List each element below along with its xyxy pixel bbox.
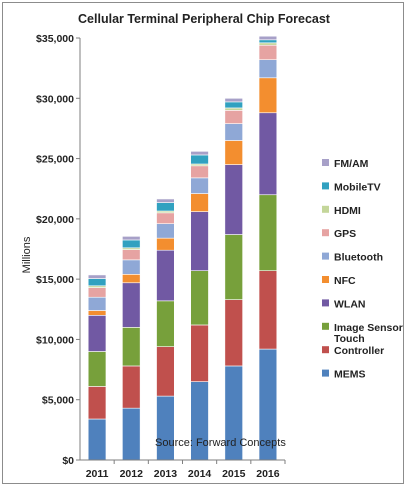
bar-segment-gps bbox=[156, 212, 175, 224]
bar-segment-wlan bbox=[87, 315, 107, 352]
x-tick-label: 2013 bbox=[154, 468, 178, 480]
bar-segment-nfc bbox=[224, 140, 243, 165]
bar-segment-mems bbox=[122, 407, 141, 461]
y-tick-label: $20,000 bbox=[36, 214, 74, 226]
y-tick-label: $5,000 bbox=[42, 395, 74, 407]
bar-segment-wlan bbox=[224, 164, 243, 235]
legend: FM/AM MobileTV HDMI GPS Bluetooth NFC WLAN Imag… bbox=[322, 158, 403, 381]
chart-title: Cellular Terminal Peripheral Chip Foreca… bbox=[78, 12, 330, 26]
bar-segment-bluetooth bbox=[156, 223, 175, 239]
bar-segment-fm-am bbox=[122, 236, 141, 241]
bar-segment-image-sensor bbox=[87, 351, 107, 387]
bar-segment-nfc bbox=[258, 77, 278, 114]
x-tick-label: 2014 bbox=[188, 468, 212, 480]
bar-segment-bluetooth bbox=[190, 177, 209, 194]
y-axis: $0 $5,000 $10,000 $15,000 $20,000 $25,000 $30,… bbox=[36, 33, 81, 467]
y-tick-label: $0 bbox=[62, 455, 74, 467]
bar-segment-touch-controller bbox=[87, 386, 107, 420]
legend-swatch-fm-am bbox=[322, 159, 329, 166]
bar-segment-image-sensor bbox=[156, 300, 175, 347]
bar-segment-mems bbox=[156, 395, 175, 461]
legend-label-wlan: WLAN bbox=[334, 298, 366, 310]
bar-segment-bluetooth bbox=[87, 296, 107, 311]
plot-area bbox=[87, 35, 278, 461]
bar-segment-nfc bbox=[87, 310, 107, 316]
legend-label-bluetooth: Bluetooth bbox=[334, 252, 383, 264]
bar-segment-bluetooth bbox=[122, 259, 141, 275]
bar-segment-fm-am bbox=[87, 274, 107, 279]
bar-segment-gps bbox=[258, 44, 278, 61]
bar-segment-mobiletv bbox=[87, 278, 107, 287]
bar-segment-nfc bbox=[122, 274, 141, 284]
legend-label-touch-controller: Touch Controller bbox=[334, 333, 384, 357]
y-tick-label: $30,000 bbox=[36, 93, 74, 105]
bar-segment-nfc bbox=[190, 193, 209, 212]
bar-segment-touch-controller bbox=[224, 299, 243, 367]
legend-swatch-wlan bbox=[322, 299, 329, 307]
bar-segment-mobiletv bbox=[190, 154, 209, 165]
legend-swatch-bluetooth bbox=[322, 252, 329, 260]
legend-label-gps: GPS bbox=[334, 228, 356, 240]
bar-segment-fm-am bbox=[156, 198, 175, 203]
legend-label-image-sensor: Image Sensor bbox=[334, 322, 403, 334]
bar-segment-mobiletv bbox=[224, 101, 243, 109]
legend-swatch-image-sensor bbox=[322, 322, 329, 330]
bar-segment-fm-am bbox=[224, 97, 243, 103]
legend-swatch-mobiletv bbox=[322, 182, 329, 190]
legend-swatch-mems bbox=[322, 369, 329, 377]
legend-swatch-hdmi bbox=[322, 205, 329, 213]
bar-segment-wlan bbox=[258, 112, 278, 196]
bar-segment-wlan bbox=[156, 249, 175, 302]
bar-segment-mobiletv bbox=[258, 39, 278, 44]
x-tick-label: 2012 bbox=[120, 468, 144, 480]
bar-segment-nfc bbox=[156, 237, 175, 251]
y-tick-label: $35,000 bbox=[36, 33, 74, 45]
x-tick-label: 2015 bbox=[222, 468, 246, 480]
y-tick-label: $25,000 bbox=[36, 154, 74, 166]
legend-label-mobiletv: MobileTV bbox=[334, 181, 381, 193]
bar-segment-image-sensor bbox=[190, 270, 209, 326]
bar-segment-touch-controller bbox=[190, 324, 209, 382]
bar-segment-touch-controller bbox=[258, 270, 278, 350]
bar-segment-fm-am bbox=[190, 151, 209, 156]
bar-segment-image-sensor bbox=[224, 234, 243, 300]
bar-segment-gps bbox=[190, 165, 209, 179]
bar-segment-touch-controller bbox=[156, 346, 175, 397]
source-note: Source: Forward Concepts bbox=[155, 437, 286, 449]
bar-segment-gps bbox=[224, 110, 243, 124]
bar-segment-image-sensor bbox=[122, 327, 141, 367]
bar-segment-bluetooth bbox=[224, 123, 243, 141]
legend-label-hdmi: HDMI bbox=[334, 205, 361, 217]
legend-swatch-nfc bbox=[322, 276, 329, 283]
y-tick-label: $10,000 bbox=[36, 334, 74, 346]
bar-segment-hdmi bbox=[224, 107, 243, 111]
bar-segment-mems bbox=[87, 418, 107, 461]
y-axis-label: Millions bbox=[21, 236, 33, 273]
bar-segment-touch-controller bbox=[122, 365, 141, 409]
bar-segment-wlan bbox=[122, 282, 141, 328]
legend-label-mems: MEMS bbox=[334, 369, 366, 381]
bar-segment-image-sensor bbox=[258, 194, 278, 272]
legend-label-fm-am: FM/AM bbox=[334, 158, 369, 170]
y-tick-label: $15,000 bbox=[36, 274, 74, 286]
bar-segment-gps bbox=[87, 287, 107, 298]
bar-segment-gps bbox=[122, 249, 141, 261]
bar-segment-hdmi bbox=[258, 42, 278, 46]
bar-segment-fm-am bbox=[258, 35, 278, 41]
bar-segment-mobiletv bbox=[156, 202, 175, 212]
x-tick-label: 2011 bbox=[86, 468, 109, 480]
x-axis: 2011 2012 2013 2014 2015 2016 bbox=[80, 459, 286, 480]
bar-segment-bluetooth bbox=[258, 59, 278, 79]
legend-swatch-touch-controller bbox=[322, 346, 329, 354]
x-tick-label: 2016 bbox=[256, 468, 280, 480]
legend-swatch-gps bbox=[322, 229, 329, 237]
legend-label-nfc: NFC bbox=[334, 275, 356, 287]
bar-segment-wlan bbox=[190, 211, 209, 272]
bar-segment-mobiletv bbox=[122, 239, 141, 249]
